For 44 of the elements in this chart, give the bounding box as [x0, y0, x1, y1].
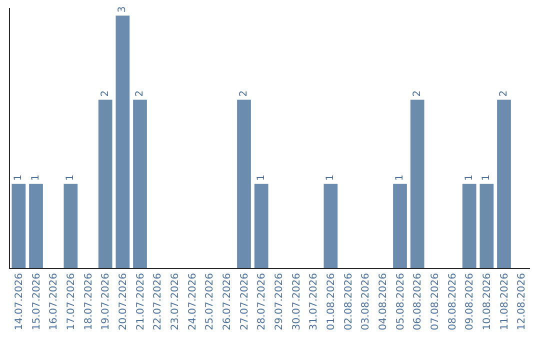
x-tick-label: 24.07.2026 [187, 273, 198, 330]
x-tick-label: 06.08.2026 [412, 273, 424, 330]
data-label: 1 [13, 174, 24, 181]
x-tick-label: 18.07.2026 [83, 273, 94, 330]
x-tick-label: 09.08.2026 [464, 273, 476, 330]
data-label: 2 [100, 90, 111, 97]
x-tick-label: 26.07.2026 [222, 273, 233, 330]
x-tick-label: 12.08.2026 [516, 273, 528, 330]
x-tick-label: 30.07.2026 [291, 273, 302, 330]
x-tick-label: 29.07.2026 [274, 273, 285, 330]
data-label: 2 [498, 90, 510, 97]
data-label: 1 [481, 174, 492, 181]
data-label: 1 [256, 174, 267, 181]
x-tick-label: 07.08.2026 [430, 273, 441, 330]
x-tick-label: 27.07.2026 [239, 273, 250, 330]
x-tick-label: 31.07.2026 [308, 273, 320, 330]
x-tick-label: 20.07.2026 [118, 273, 129, 330]
data-label: 3 [117, 6, 128, 13]
x-tick-label: 01.08.2026 [326, 273, 337, 330]
x-tick-label: 04.08.2026 [378, 273, 389, 330]
x-tick-label: 05.08.2026 [395, 273, 406, 330]
x-tick-label: 19.07.2026 [100, 273, 112, 330]
x-tick-label: 28.07.2026 [256, 273, 268, 330]
x-tick-label: 17.07.2026 [66, 273, 77, 330]
data-label: 1 [325, 174, 336, 181]
x-tick-label: 22.07.2026 [152, 273, 164, 330]
x-tick-label: 15.07.2026 [31, 273, 42, 330]
data-label: 1 [394, 174, 406, 181]
x-tick-label: 02.08.2026 [343, 273, 354, 330]
data-label: 2 [238, 90, 250, 97]
x-tick-label: 10.08.2026 [482, 273, 493, 330]
data-label: 1 [464, 174, 475, 181]
data-label: 1 [30, 174, 42, 181]
x-tick-label: 21.07.2026 [135, 273, 146, 330]
x-tick-label: 23.07.2026 [170, 273, 181, 330]
data-label: 1 [65, 174, 76, 181]
x-tick-label: 11.08.2026 [499, 273, 510, 330]
x-tick-label: 16.07.2026 [48, 273, 60, 330]
x-tick-label: 14.07.2026 [14, 273, 25, 330]
data-label: 2 [412, 90, 423, 97]
data-label: 2 [134, 90, 146, 97]
x-tick-label: 08.08.2026 [447, 273, 458, 330]
x-tick-label: 03.08.2026 [360, 273, 372, 330]
x-tick-label: 25.07.2026 [204, 273, 216, 330]
